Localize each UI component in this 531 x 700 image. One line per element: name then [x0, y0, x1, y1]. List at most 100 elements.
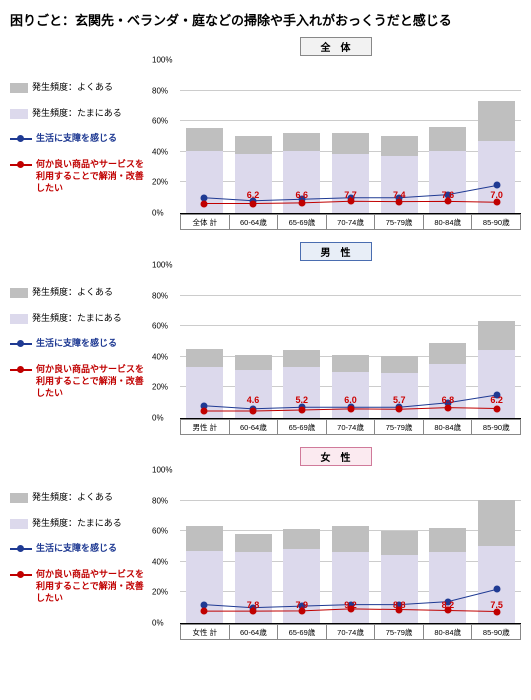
- data-label: 5.2: [296, 395, 309, 405]
- page-title: 困りごと：玄関先・ベランダ・庭などの掃除や手入れがおっくうだと感じる: [10, 10, 521, 29]
- y-tick: 0%: [152, 414, 164, 423]
- legend-label: 発生頻度：よくある: [32, 492, 150, 504]
- legend-item: 発生頻度：よくある: [10, 492, 150, 504]
- data-label: 7.7: [344, 190, 357, 200]
- x-label: 男性 計: [180, 419, 230, 435]
- data-label: 7.8: [247, 600, 260, 610]
- x-label: 70-74歳: [327, 214, 376, 230]
- y-tick: 20%: [152, 178, 168, 187]
- legend-swatch: [10, 83, 28, 93]
- legend: 発生頻度：よくある発生頻度：たまにある生活に支障を感じる何か良い商品やサービスを…: [10, 242, 150, 435]
- line-marker: [493, 182, 500, 189]
- line-marker: [298, 199, 305, 206]
- data-label: 9.2: [344, 600, 357, 610]
- line-marker: [493, 199, 500, 206]
- x-label: 80-84歳: [424, 214, 473, 230]
- x-label: 80-84歳: [424, 624, 473, 640]
- x-label: 70-74歳: [327, 419, 376, 435]
- x-label: 60-64歳: [230, 214, 279, 230]
- chart-area: 男 性0%20%40%60%80%100%4.65.26.05.76.86.2男…: [150, 242, 521, 435]
- x-axis: 男性 計60-64歳65-69歳70-74歳75-79歳80-84歳85-90歳: [180, 419, 521, 435]
- legend-label: 発生頻度：よくある: [32, 82, 150, 94]
- line-marker: [250, 200, 257, 207]
- x-label: 70-74歳: [327, 624, 376, 640]
- y-tick: 0%: [152, 209, 164, 218]
- legend-label: 何か良い商品やサービスを利用することで解消・改善したい: [36, 364, 150, 399]
- x-label: 60-64歳: [230, 624, 279, 640]
- x-axis: 女性 計60-64歳65-69歳70-74歳75-79歳80-84歳85-90歳: [180, 624, 521, 640]
- legend-item: 発生頻度：よくある: [10, 287, 150, 299]
- legend-label: 発生頻度：よくある: [32, 287, 150, 299]
- legend-item: 発生頻度：たまにある: [10, 108, 150, 120]
- legend: 発生頻度：よくある発生頻度：たまにある生活に支障を感じる何か良い商品やサービスを…: [10, 37, 150, 230]
- y-tick: 100%: [152, 466, 172, 475]
- chart-panel: 発生頻度：よくある発生頻度：たまにある生活に支障を感じる何か良い商品やサービスを…: [10, 37, 521, 230]
- legend-item: 何か良い商品やサービスを利用することで解消・改善したい: [10, 364, 150, 399]
- line-marker: [347, 405, 354, 412]
- chart-area: 全 体0%20%40%60%80%100%6.26.67.77.47.67.0全…: [150, 37, 521, 230]
- legend-label: 何か良い商品やサービスを利用することで解消・改善したい: [36, 569, 150, 604]
- y-tick: 40%: [152, 352, 168, 361]
- chart: 0%20%40%60%80%100%4.65.26.05.76.86.2男性 計…: [180, 265, 521, 435]
- panel-label: 女 性: [300, 447, 372, 466]
- legend-label: 何か良い商品やサービスを利用することで解消・改善したい: [36, 159, 150, 194]
- data-label: 4.6: [247, 395, 260, 405]
- x-label: 60-64歳: [230, 419, 279, 435]
- panel-label: 全 体: [300, 37, 372, 56]
- data-label: 6.2: [247, 190, 260, 200]
- x-axis: 全体 計60-64歳65-69歳70-74歳75-79歳80-84歳85-90歳: [180, 214, 521, 230]
- plot-area: 0%20%40%60%80%100%6.26.67.77.47.67.0: [180, 60, 521, 214]
- data-label: 6.0: [344, 395, 357, 405]
- y-tick: 20%: [152, 383, 168, 392]
- x-label: 85-90歳: [472, 624, 521, 640]
- line-marker: [250, 407, 257, 414]
- x-label: 65-69歳: [278, 624, 327, 640]
- legend-label: 生活に支障を感じる: [36, 133, 150, 145]
- line-marker: [201, 608, 208, 615]
- y-tick: 100%: [152, 56, 172, 65]
- legend-item: 発生頻度：たまにある: [10, 313, 150, 325]
- line-marker: [493, 586, 500, 593]
- x-label: 75-79歳: [375, 214, 424, 230]
- y-tick: 60%: [152, 117, 168, 126]
- legend-swatch: [10, 109, 28, 119]
- y-tick: 100%: [152, 261, 172, 270]
- line-marker: [493, 405, 500, 412]
- y-tick: 60%: [152, 527, 168, 536]
- x-label: 80-84歳: [424, 419, 473, 435]
- line-marker: [396, 406, 403, 413]
- data-label: 6.8: [442, 395, 455, 405]
- x-label: 85-90歳: [472, 419, 521, 435]
- legend-marker: [10, 364, 32, 376]
- legend-item: 生活に支障を感じる: [10, 338, 150, 350]
- legend: 発生頻度：よくある発生頻度：たまにある生活に支障を感じる何か良い商品やサービスを…: [10, 447, 150, 640]
- legend-marker: [10, 569, 32, 581]
- line-marker: [298, 407, 305, 414]
- legend-swatch: [10, 288, 28, 298]
- data-label: 8.2: [442, 600, 455, 610]
- legend-item: 何か良い商品やサービスを利用することで解消・改善したい: [10, 159, 150, 194]
- y-tick: 40%: [152, 557, 168, 566]
- y-tick: 80%: [152, 86, 168, 95]
- legend-item: 何か良い商品やサービスを利用することで解消・改善したい: [10, 569, 150, 604]
- legend-marker: [10, 159, 32, 171]
- x-label: 85-90歳: [472, 214, 521, 230]
- x-label: 女性 計: [180, 624, 230, 640]
- data-label: 5.7: [393, 395, 406, 405]
- x-label: 65-69歳: [278, 214, 327, 230]
- x-label: 75-79歳: [375, 624, 424, 640]
- data-label: 8.8: [393, 600, 406, 610]
- data-label: 7.6: [442, 190, 455, 200]
- legend-item: 生活に支障を感じる: [10, 133, 150, 145]
- line-marker: [444, 404, 451, 411]
- chart: 0%20%40%60%80%100%6.26.67.77.47.67.0全体 計…: [180, 60, 521, 230]
- data-label: 7.4: [393, 190, 406, 200]
- data-label: 7.5: [490, 600, 503, 610]
- legend-swatch: [10, 314, 28, 324]
- y-tick: 60%: [152, 322, 168, 331]
- data-label: 7.0: [490, 190, 503, 200]
- legend-marker: [10, 338, 32, 350]
- legend-label: 生活に支障を感じる: [36, 338, 150, 350]
- y-tick: 20%: [152, 588, 168, 597]
- legend-label: 生活に支障を感じる: [36, 543, 150, 555]
